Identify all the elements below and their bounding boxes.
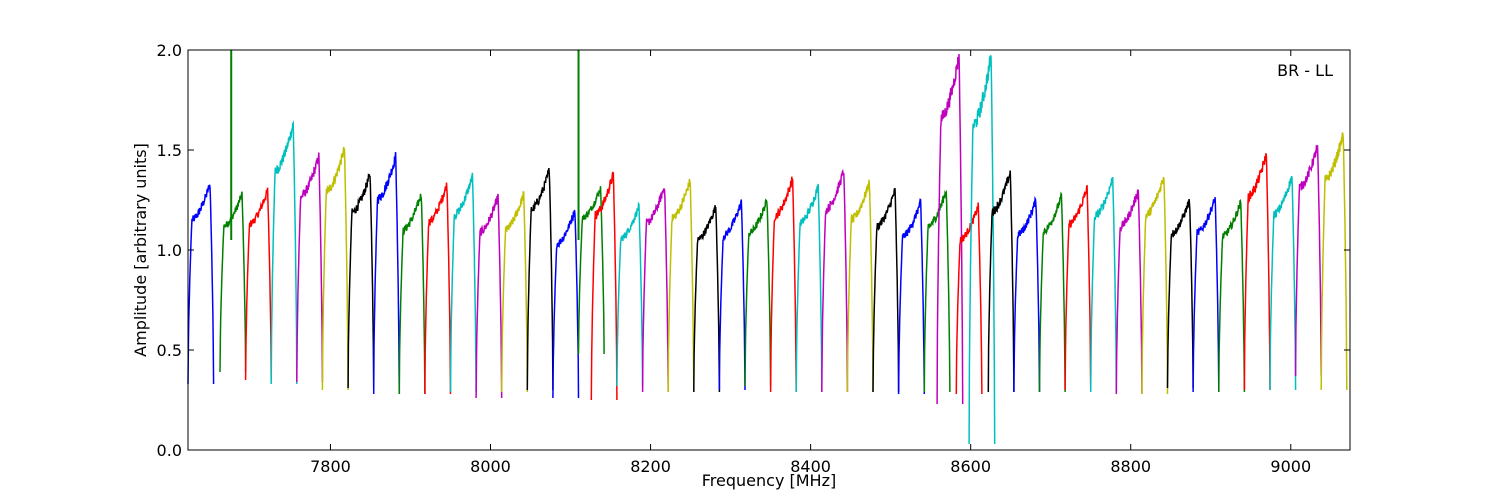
channel-line [500, 190, 529, 393]
x-axis-ticks: 7800 8000 8200 8400 8600 8800 9000 [310, 50, 1311, 476]
channel-line [936, 53, 964, 405]
channel-line [1218, 199, 1246, 393]
channel-line [1320, 132, 1348, 391]
channel-line [718, 199, 746, 391]
x-tick-label: 8400 [790, 457, 831, 476]
channel-line [1243, 153, 1271, 391]
y-tick-label: 1.5 [157, 141, 182, 160]
channel-line [372, 152, 401, 395]
channel-line [321, 146, 349, 391]
y-tick-label: 0.5 [157, 341, 182, 360]
y-tick-label: 1.0 [157, 241, 182, 260]
channel-line [475, 193, 503, 399]
channel-line [1269, 175, 1297, 391]
chart-annotation: BR - LL [1277, 61, 1333, 80]
x-tick-label: 8800 [1110, 457, 1151, 476]
channel-line [1064, 184, 1092, 391]
channel-line [270, 120, 298, 385]
x-tick-label: 8000 [470, 457, 511, 476]
channel-line [1192, 197, 1220, 393]
channel-line [1089, 176, 1118, 393]
channel-line [424, 182, 452, 395]
channel-line [1166, 199, 1194, 389]
channel-line [923, 189, 951, 393]
channel-line [1115, 188, 1143, 395]
y-axis-ticks: 0.0 0.5 1.0 1.5 2.0 [157, 41, 1350, 460]
channel-line [590, 171, 618, 401]
channel-line [526, 167, 554, 391]
channel-line [693, 205, 721, 393]
x-tick-label: 8600 [950, 457, 991, 476]
channel-line [641, 188, 669, 393]
channel-line [398, 193, 426, 395]
channel-line [795, 183, 823, 393]
channel-line [987, 170, 1015, 393]
channel-line [1141, 176, 1169, 395]
channel-line [1294, 144, 1322, 377]
channel-line [296, 152, 324, 383]
x-tick-label: 8200 [630, 457, 671, 476]
channel-line [219, 191, 247, 373]
channel-line [1038, 191, 1066, 393]
channel-line [968, 55, 996, 445]
channel-line [821, 169, 849, 393]
x-tick-label: 7800 [310, 457, 351, 476]
channel-line [244, 187, 272, 381]
channel-line [577, 186, 605, 355]
channel-line [846, 179, 874, 393]
channel-line [667, 178, 695, 393]
series-layer [187, 50, 1348, 445]
channel-line [347, 173, 375, 389]
channel-line [616, 201, 644, 387]
channel-line [897, 198, 926, 395]
channel-line [872, 187, 900, 393]
channel-line [744, 198, 772, 387]
y-tick-label: 2.0 [157, 41, 182, 60]
channel-line [552, 209, 580, 399]
channel-line [187, 184, 215, 385]
channel-line [769, 176, 797, 393]
y-axis-label: Amplitude [arbitrary units] [131, 143, 150, 357]
channel-line [1013, 195, 1041, 393]
x-axis-label: Frequency [MHz] [702, 471, 836, 490]
y-tick-label: 0.0 [157, 441, 182, 460]
channel-line [449, 172, 477, 393]
channel-line [955, 202, 983, 395]
x-tick-label: 9000 [1270, 457, 1311, 476]
